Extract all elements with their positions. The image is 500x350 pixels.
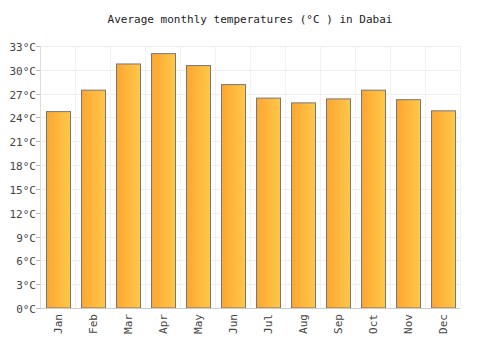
tick (36, 260, 40, 261)
bar (432, 111, 456, 308)
tick (36, 117, 40, 118)
y-tick-label: 15°C (10, 184, 37, 197)
bar (362, 90, 386, 308)
bar (47, 112, 71, 308)
grid-line-x (355, 46, 356, 308)
grid-line-x (460, 46, 461, 308)
y-tick-label: 30°C (10, 65, 37, 78)
grid-line-x (320, 46, 321, 308)
grid-line-x (75, 46, 76, 308)
x-tick-label: Nov (402, 314, 415, 334)
tick (36, 141, 40, 142)
grid-line-x (250, 46, 251, 308)
grid-line-x (145, 46, 146, 308)
tick (36, 189, 40, 190)
x-tick-label: May (192, 314, 205, 334)
x-tick-label: Aug (297, 314, 310, 334)
grid-line-x (40, 46, 41, 308)
y-tick-label: 18°C (10, 160, 37, 173)
x-tick-label: Jan (52, 314, 65, 334)
tick (36, 284, 40, 285)
bar (117, 64, 141, 308)
bar (222, 85, 246, 308)
x-tick-label: Jun (227, 314, 240, 334)
grid-line-x (390, 46, 391, 308)
grid-line (40, 70, 460, 71)
x-tick-label: Jul (262, 314, 275, 334)
tick (36, 308, 40, 309)
y-tick-label: 24°C (10, 112, 37, 125)
bars (47, 54, 456, 308)
y-tick-label: 27°C (10, 89, 37, 102)
bar (152, 54, 176, 308)
grid-line-x (215, 46, 216, 308)
grid-line (40, 46, 460, 47)
y-tick-label: 6°C (16, 255, 36, 268)
tick (36, 237, 40, 238)
y-tick-label: 21°C (10, 136, 37, 149)
x-tick-label: Dec (437, 314, 450, 334)
title: Average monthly temperatures (°C ) in Da… (108, 13, 393, 26)
y-tick-label: 3°C (16, 279, 36, 292)
bar (327, 99, 351, 308)
bar (82, 90, 106, 308)
y-tick-label: 0°C (16, 303, 36, 316)
grid-line-x (285, 46, 286, 308)
bar (292, 103, 316, 308)
y-tick-label: 33°C (10, 41, 37, 54)
y-axis (40, 46, 41, 308)
y-tick-label: 9°C (16, 232, 36, 245)
x-axis (40, 308, 460, 309)
tick (36, 213, 40, 214)
grid-line-x (180, 46, 181, 308)
tick (36, 94, 40, 95)
bar (187, 66, 211, 308)
chart: Average monthly temperatures (°C ) in Da… (0, 0, 500, 350)
x-tick-label: Apr (157, 314, 170, 334)
tick (36, 46, 40, 47)
x-tick-label: Sep (332, 314, 345, 334)
x-tick-label: Mar (122, 314, 135, 334)
y-tick-label: 12°C (10, 208, 37, 221)
x-tick-label: Feb (87, 314, 100, 334)
tick (36, 70, 40, 71)
grid-line-x (425, 46, 426, 308)
bar (257, 98, 281, 308)
tick (36, 165, 40, 166)
grid-line-x (110, 46, 111, 308)
x-tick-label: Oct (367, 314, 380, 334)
bar (397, 100, 421, 308)
grid-line (40, 308, 460, 309)
